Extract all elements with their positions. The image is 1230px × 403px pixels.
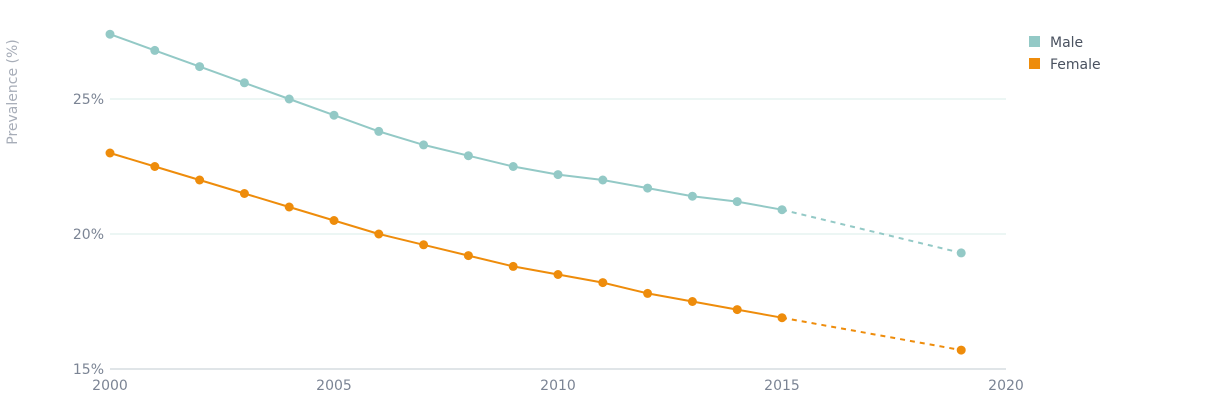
data-point-male[interactable] <box>284 94 294 104</box>
axes: 15% 20% 25% 2000 2005 2010 2015 2020 <box>73 92 1024 394</box>
x-tick-label: 2020 <box>988 378 1024 394</box>
data-point-female[interactable] <box>329 216 339 225</box>
data-point-female[interactable] <box>419 240 429 250</box>
legend-item-male[interactable]: Male <box>1029 35 1083 51</box>
data-point-male[interactable] <box>419 140 429 150</box>
data-point-male[interactable] <box>463 151 473 161</box>
projection-point-male[interactable] <box>956 248 966 258</box>
data-point-male[interactable] <box>553 170 563 180</box>
data-point-female[interactable] <box>732 305 742 315</box>
data-point-male[interactable] <box>105 29 115 39</box>
data-point-female[interactable] <box>150 162 160 171</box>
data-point-male[interactable] <box>329 110 339 120</box>
x-tick-label: 2005 <box>316 378 352 394</box>
data-point-male[interactable] <box>150 45 160 55</box>
y-axis-label: Prevalence (%) <box>5 39 21 145</box>
legend-label: Male <box>1050 35 1083 51</box>
data-point-male[interactable] <box>643 183 653 193</box>
projection-point-female[interactable] <box>956 345 966 355</box>
x-tick-label: 2000 <box>92 378 128 394</box>
data-point-female[interactable] <box>284 202 294 212</box>
data-point-male[interactable] <box>777 205 787 215</box>
series-male <box>105 29 966 258</box>
data-point-female[interactable] <box>239 189 249 198</box>
series-line-female <box>109 152 783 319</box>
data-point-female[interactable] <box>105 148 115 158</box>
legend-swatch <box>1029 58 1040 69</box>
data-point-female[interactable] <box>687 297 697 306</box>
legend: Male Female <box>1029 35 1101 73</box>
y-tick-label: 25% <box>73 92 104 108</box>
series-female <box>105 148 966 355</box>
data-point-male[interactable] <box>598 175 608 185</box>
data-point-male[interactable] <box>239 78 249 88</box>
data-point-female[interactable] <box>374 229 384 239</box>
data-point-female[interactable] <box>598 278 608 288</box>
data-point-male[interactable] <box>687 191 697 201</box>
data-point-female[interactable] <box>777 313 787 323</box>
series-layer <box>105 29 966 355</box>
x-tick-label: 2010 <box>540 378 576 394</box>
projection-line-female <box>781 316 962 352</box>
data-point-male[interactable] <box>195 62 205 72</box>
x-tick-label: 2015 <box>764 378 800 394</box>
projection-line-male <box>781 208 962 254</box>
data-point-female[interactable] <box>643 288 653 298</box>
data-point-female[interactable] <box>463 251 473 261</box>
data-point-male[interactable] <box>508 162 518 171</box>
data-point-male[interactable] <box>374 126 384 136</box>
data-point-female[interactable] <box>508 261 518 271</box>
data-point-male[interactable] <box>732 197 742 207</box>
legend-item-female[interactable]: Female <box>1029 57 1101 73</box>
y-tick-label: 20% <box>73 227 104 243</box>
data-point-female[interactable] <box>195 175 205 185</box>
y-tick-label: 15% <box>73 362 104 378</box>
legend-label: Female <box>1050 57 1101 73</box>
data-point-female[interactable] <box>553 270 563 279</box>
legend-swatch <box>1029 36 1040 47</box>
series-line-male <box>109 33 783 211</box>
grid-lines <box>110 98 1006 235</box>
